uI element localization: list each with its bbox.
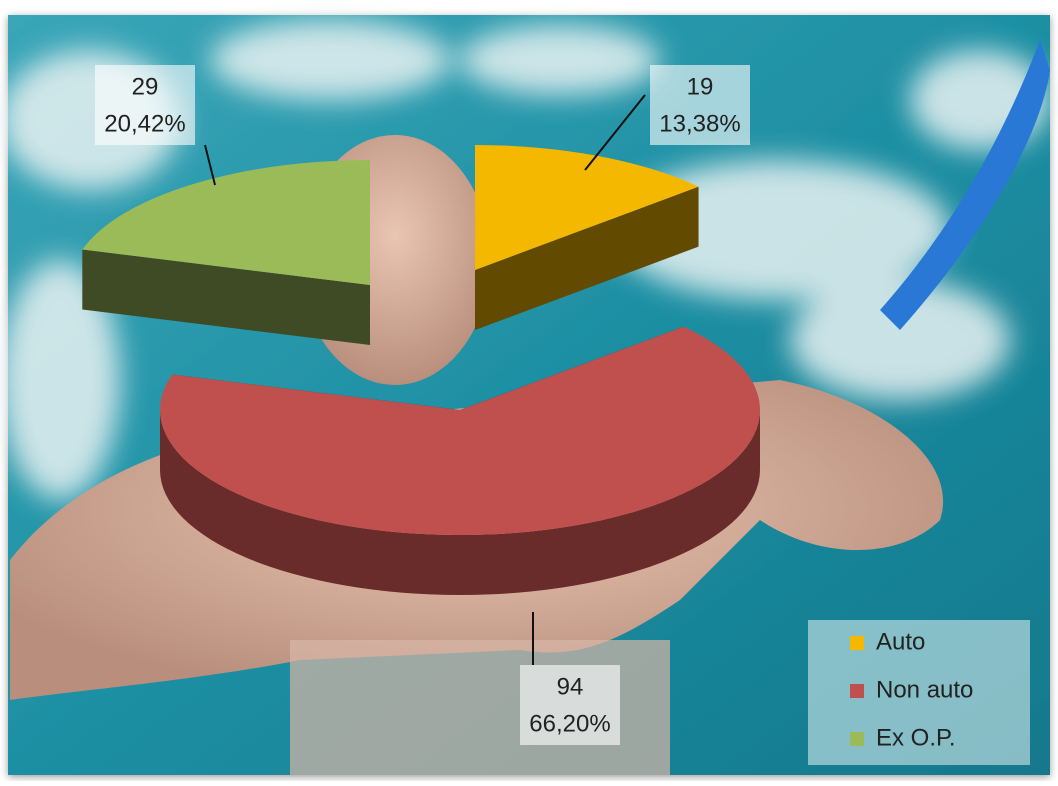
data-label-value: 29: [132, 73, 159, 100]
slice-side: [160, 410, 760, 595]
pie: [82, 145, 760, 595]
data-label-box: [95, 65, 195, 145]
leader-line: [584, 94, 646, 171]
legend-swatch: [850, 732, 864, 746]
data-label-box: [520, 665, 620, 745]
slice: [159, 326, 760, 595]
legend-label: Auto: [876, 628, 925, 655]
slice: [475, 145, 699, 330]
data-label-value: 94: [557, 673, 584, 700]
data-label-percent: 66,20%: [529, 710, 610, 737]
data-label-percent: 13,38%: [659, 110, 740, 137]
leader-line: [204, 144, 216, 186]
slice: [82, 160, 370, 345]
legend-swatch: [850, 636, 864, 650]
legend-swatch: [850, 684, 864, 698]
legend-label: Ex O.P.: [876, 724, 956, 751]
slice-cut-face: [82, 249, 370, 345]
data-label-value: 19: [687, 73, 714, 100]
slice-cut-face: [475, 186, 699, 330]
data-label-box: [650, 65, 750, 145]
legend-box: [808, 620, 1030, 765]
data-label-percent: 20,42%: [104, 110, 185, 137]
slice-top: [159, 326, 760, 535]
legend-label: Non auto: [876, 676, 973, 703]
slice-top: [82, 160, 370, 285]
slice-top: [475, 145, 699, 270]
